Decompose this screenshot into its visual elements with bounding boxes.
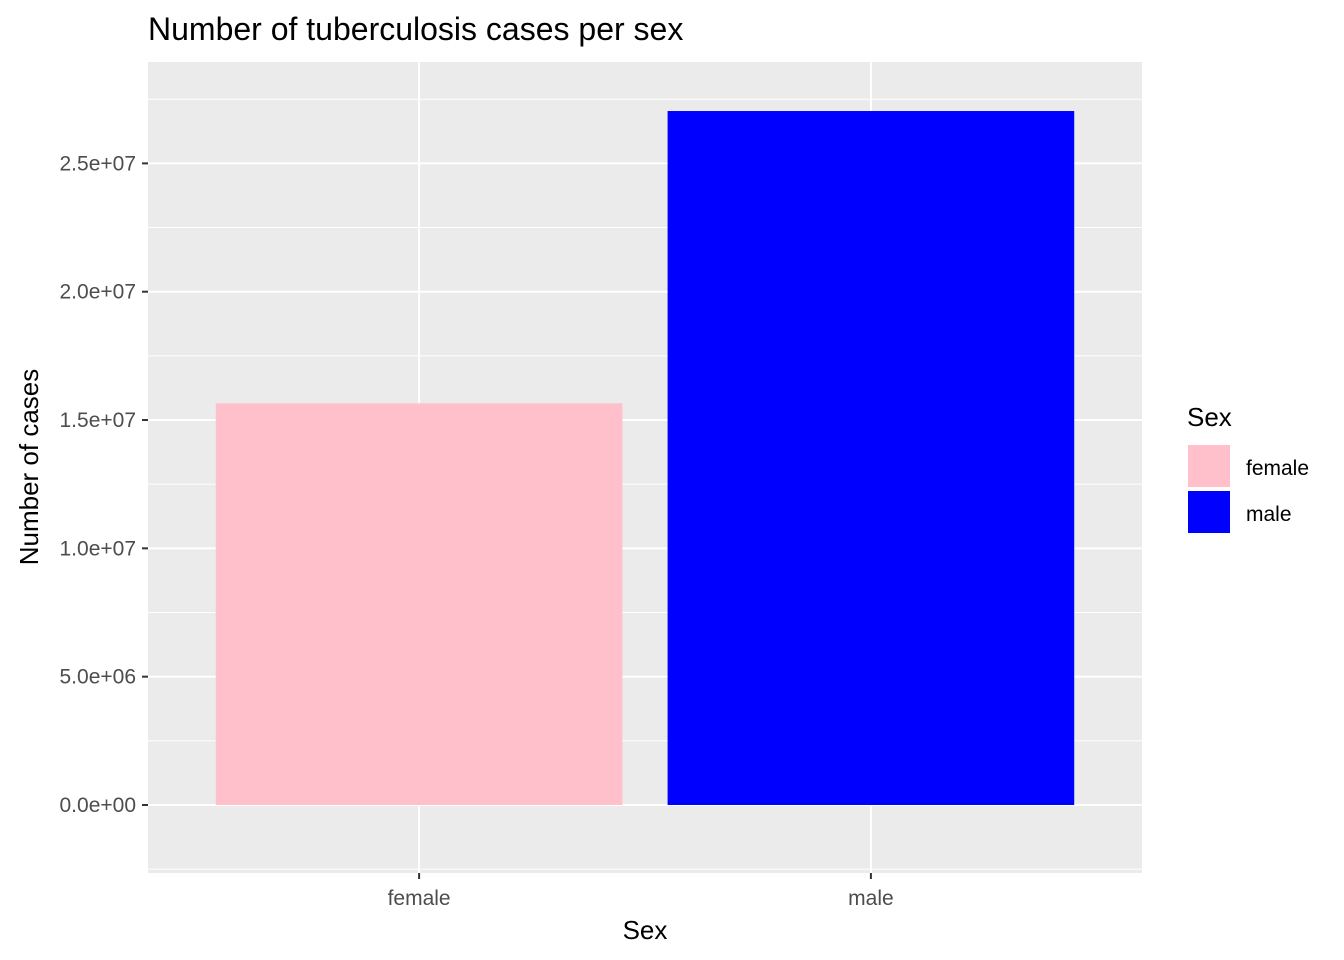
- y-tick-label: 2.5e+07: [60, 152, 137, 175]
- x-tick-label: male: [848, 887, 894, 910]
- y-axis-title: Number of cases: [14, 369, 44, 566]
- y-tick-label: 0.0e+00: [60, 794, 137, 817]
- legend-swatch-female: [1186, 443, 1232, 489]
- legend-swatch-male: [1186, 489, 1232, 535]
- y-tick-label: 5.0e+06: [60, 666, 137, 689]
- bar-female: [215, 403, 623, 805]
- y-tick-label: 1.5e+07: [60, 409, 137, 432]
- legend-label-female: female: [1246, 457, 1309, 480]
- bars: [215, 111, 1075, 805]
- x-axis-title: Sex: [623, 915, 668, 945]
- x-axis: female male: [388, 873, 894, 910]
- x-tick-label: female: [388, 887, 451, 910]
- legend-title: Sex: [1187, 402, 1232, 432]
- bar-male: [667, 111, 1075, 805]
- y-tick-label: 2.0e+07: [60, 281, 137, 304]
- y-tick-label: 1.0e+07: [60, 537, 137, 560]
- y-axis: 0.0e+00 5.0e+06 1.0e+07 1.5e+07 2.0e+07 2.5e+…: [60, 152, 148, 817]
- legend-label-male: male: [1246, 503, 1292, 526]
- chart-title: Number of tuberculosis cases per sex: [148, 11, 683, 47]
- legend: Sex female male: [1186, 402, 1309, 535]
